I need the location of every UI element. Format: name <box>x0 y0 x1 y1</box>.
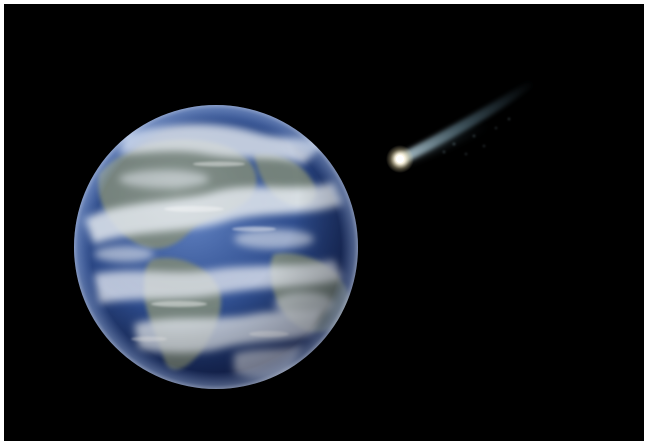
comet <box>386 80 533 173</box>
earth-planet <box>74 105 358 389</box>
space-background <box>4 4 644 441</box>
comet-tail <box>396 80 533 164</box>
scene-canvas <box>74 80 533 389</box>
comet-debris <box>442 117 511 155</box>
